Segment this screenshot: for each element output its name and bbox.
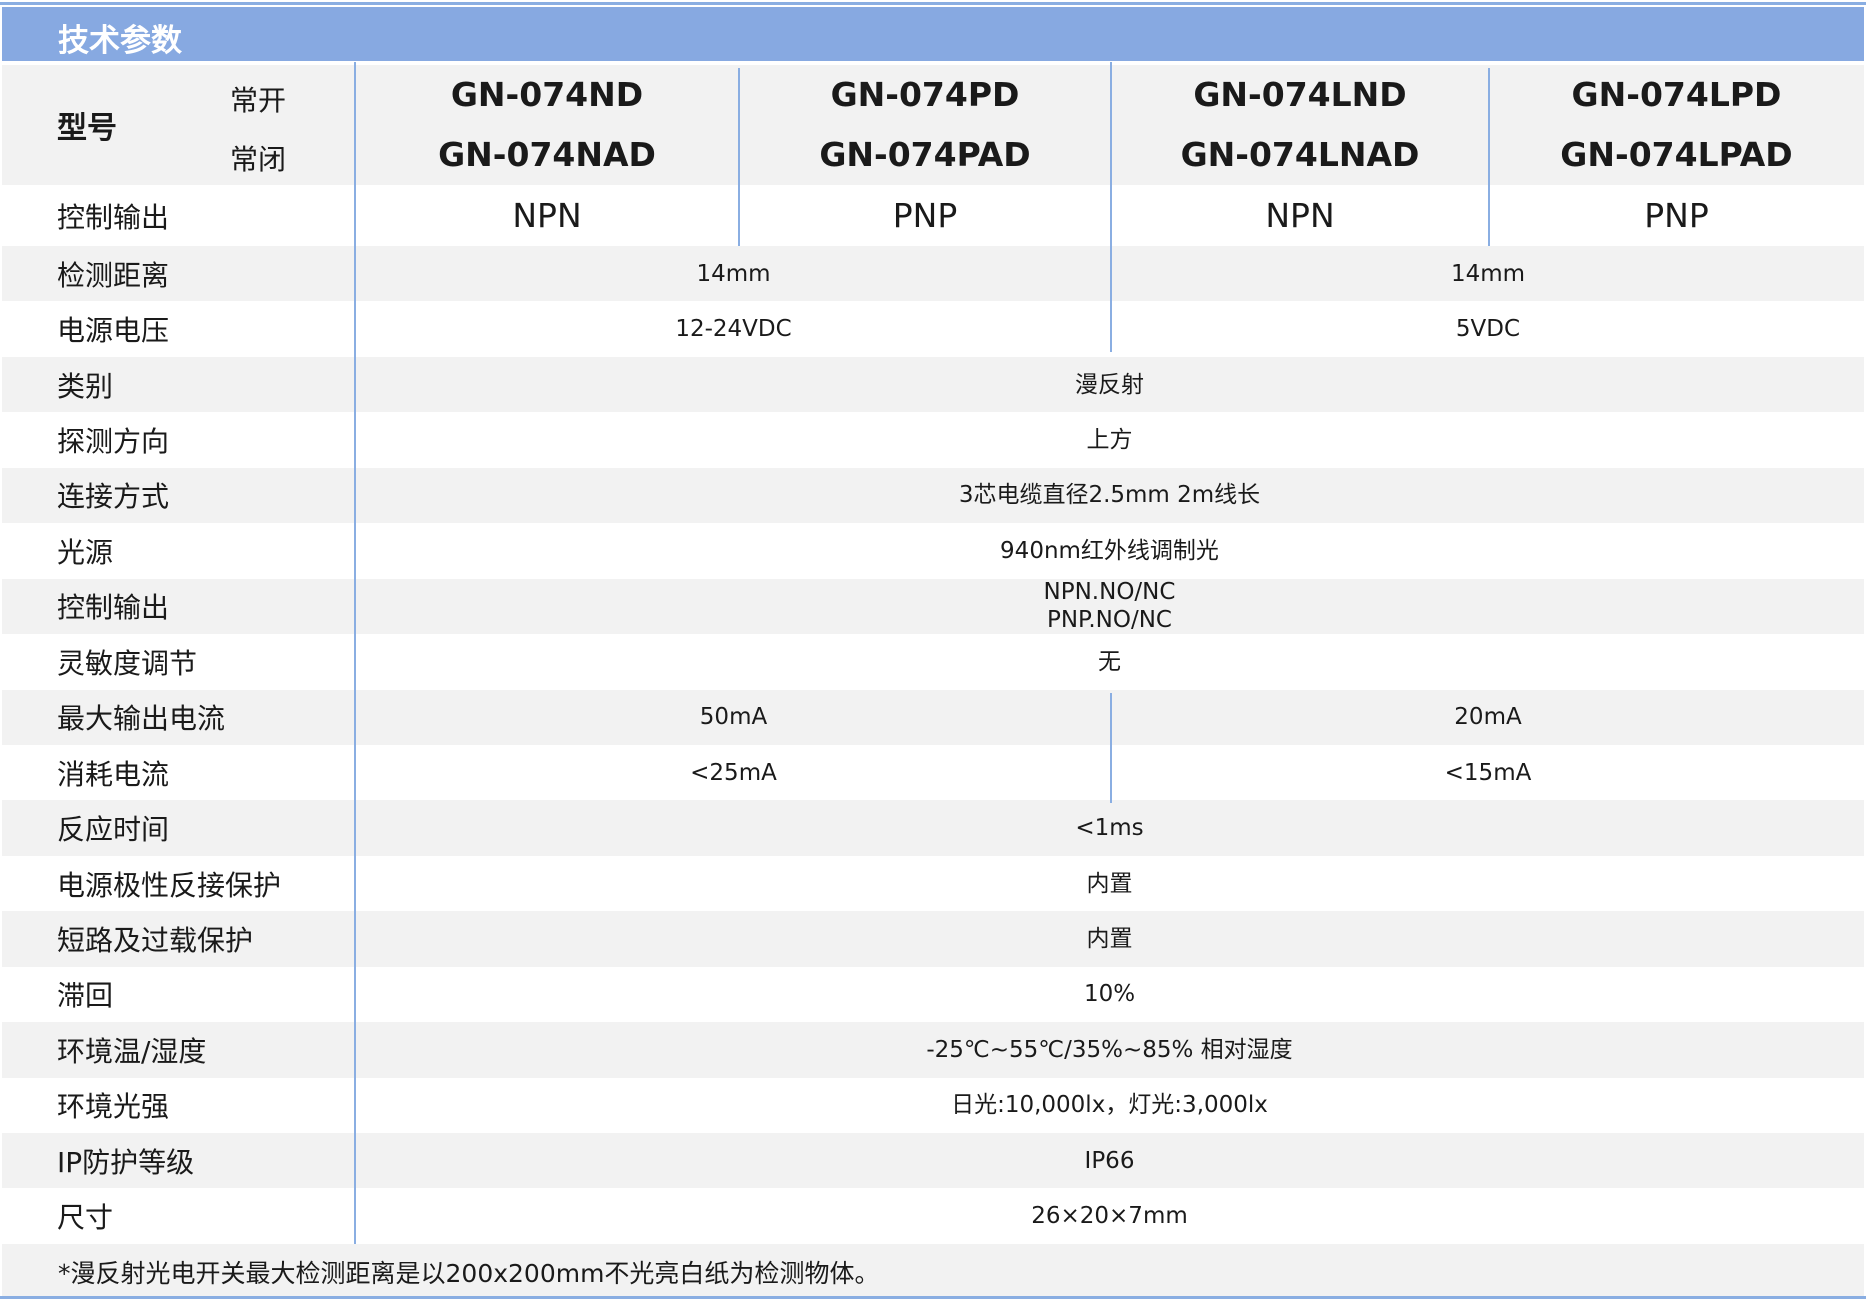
spec-row: 消耗电流 <25mA <15mA — [2, 745, 1864, 800]
spec-label: 类别 — [57, 369, 114, 403]
spec-value: 漫反射 — [1075, 371, 1144, 398]
spec-value: 26×20×7mm — [1031, 1203, 1188, 1230]
spec-row: 检测距离 14mm 14mm — [2, 246, 1864, 302]
spec-value: <1ms — [1075, 815, 1144, 842]
spec-value: 内置 — [1086, 925, 1133, 952]
model-no: GN-074PD — [830, 75, 1020, 114]
spec-value: 3芯电缆直径2.5mm 2m线长 — [958, 482, 1261, 509]
spec-label: 最大输出电流 — [57, 702, 226, 736]
spec-label: 检测距离 — [57, 258, 170, 292]
spec-row: 反应时间 <1ms — [2, 800, 1864, 856]
spec-value: <15mA — [1444, 759, 1532, 786]
spec-value: 日光:10,000lx，灯光:3,000lx — [951, 1092, 1268, 1119]
spec-label: 连接方式 — [57, 480, 170, 514]
spec-row: 电源极性反接保护 内置 — [2, 856, 1864, 911]
output-cell: NPN — [512, 195, 582, 235]
spec-value: -25℃~55℃/35%~85% 相对湿度 — [926, 1036, 1293, 1063]
spec-label: 电源电压 — [57, 314, 170, 348]
model-no: GN-074LND — [1193, 75, 1407, 114]
footnote-bar: *漫反射光电开关最大检测距离是以200x200mm不光亮白纸为检测物体。 — [2, 1244, 1864, 1296]
spec-value: 940nm红外线调制光 — [1000, 537, 1219, 564]
spec-value: 20mA — [1454, 704, 1522, 731]
model-nc: GN-074LNAD — [1180, 135, 1420, 174]
spec-row: 环境温/湿度 -25℃~55℃/35%~85% 相对湿度 — [2, 1022, 1864, 1078]
spec-value: 14mm — [1450, 260, 1526, 287]
spec-value: <25mA — [690, 759, 777, 786]
section-header: 技术参数 — [2, 7, 1864, 61]
model-cell: GN-074LND GN-074LNAD — [1111, 65, 1489, 185]
column-divider — [1110, 62, 1112, 352]
spec-row: 类别 漫反射 — [2, 356, 1864, 413]
spec-row: 控制输出 NPN.NO/NC PNP.NO/NC — [2, 578, 1864, 635]
spec-label: 电源极性反接保护 — [57, 868, 282, 902]
column-divider — [738, 68, 740, 246]
output-cell: PNP — [1644, 195, 1709, 235]
label-column-divider — [354, 62, 356, 1244]
spec-row: 最大输出电流 50mA 20mA — [2, 689, 1864, 745]
spec-label: IP防护等级 — [57, 1145, 195, 1179]
model-cell: GN-074PD GN-074PAD — [739, 65, 1111, 185]
spec-label: 探测方向 — [57, 425, 170, 459]
model-nc: GN-074PAD — [819, 135, 1031, 174]
spec-row: 尺寸 26×20×7mm — [2, 1188, 1864, 1243]
output-cell: PNP — [892, 195, 958, 235]
spec-label: 消耗电流 — [57, 757, 170, 791]
spec-row: 连接方式 3芯电缆直径2.5mm 2m线长 — [2, 467, 1864, 524]
spec-row: 滞回 10% — [2, 967, 1864, 1022]
normally-closed-label: 常闭 — [230, 143, 287, 176]
spec-label: 反应时间 — [57, 813, 170, 847]
model-no: GN-074LPD — [1571, 75, 1782, 114]
spec-label: 环境温/湿度 — [57, 1034, 207, 1068]
spec-label: 灵敏度调节 — [57, 646, 198, 680]
spec-row: IP防护等级 IP66 — [2, 1133, 1864, 1189]
model-nc: GN-074NAD — [438, 135, 656, 174]
model-nc: GN-074LPAD — [1560, 135, 1793, 174]
spec-value: 50mA — [699, 704, 768, 731]
spec-value: 10% — [1083, 981, 1136, 1008]
spec-row: 探测方向 上方 — [2, 412, 1864, 467]
spec-label: 光源 — [57, 535, 114, 569]
spec-label: 滞回 — [57, 979, 114, 1013]
spec-label: 短路及过载保护 — [57, 923, 254, 957]
spec-value: IP66 — [1084, 1147, 1135, 1174]
model-row: 型号 常开 常闭 GN-074ND GN-074NAD GN-074PD GN-… — [2, 65, 1864, 185]
column-divider — [1488, 68, 1490, 246]
spec-row: 灵敏度调节 无 — [2, 634, 1864, 689]
spec-label: 控制输出 — [57, 591, 170, 625]
output-label: 控制输出 — [57, 200, 170, 234]
spec-row: 电源电压 12-24VDC 5VDC — [2, 301, 1864, 356]
spec-value: 5VDC — [1455, 316, 1521, 343]
model-cell: GN-074LPD GN-074LPAD — [1489, 65, 1864, 185]
output-type-row: 控制输出 NPN PNP NPN PNP — [2, 185, 1864, 246]
output-cell: NPN — [1265, 195, 1335, 235]
model-no: GN-074ND — [450, 75, 644, 114]
spec-value: 上方 — [1086, 427, 1133, 454]
spec-row: 光源 940nm红外线调制光 — [2, 523, 1864, 578]
bottom-rule — [0, 1296, 1866, 1299]
spec-value: 14mm — [696, 260, 771, 287]
spec-value: 12-24VDC — [675, 316, 792, 343]
model-label: 型号 — [57, 111, 117, 146]
column-divider — [1110, 693, 1112, 803]
spec-value: 无 — [1098, 648, 1121, 675]
footnote: *漫反射光电开关最大检测距离是以200x200mm不光亮白纸为检测物体。 — [58, 1259, 880, 1288]
spec-row: 短路及过载保护 内置 — [2, 911, 1864, 967]
spec-row: 环境光强 日光:10,000lx，灯光:3,000lx — [2, 1078, 1864, 1133]
spec-label: 尺寸 — [57, 1201, 114, 1235]
top-rule — [0, 2, 1866, 5]
spec-value: 内置 — [1086, 870, 1133, 897]
section-title: 技术参数 — [58, 23, 182, 59]
spec-label: 环境光强 — [57, 1090, 170, 1124]
spec-value: NPN.NO/NC PNP.NO/NC — [1043, 579, 1176, 634]
normally-open-label: 常开 — [230, 84, 287, 117]
model-cell: GN-074ND GN-074NAD — [355, 65, 739, 185]
